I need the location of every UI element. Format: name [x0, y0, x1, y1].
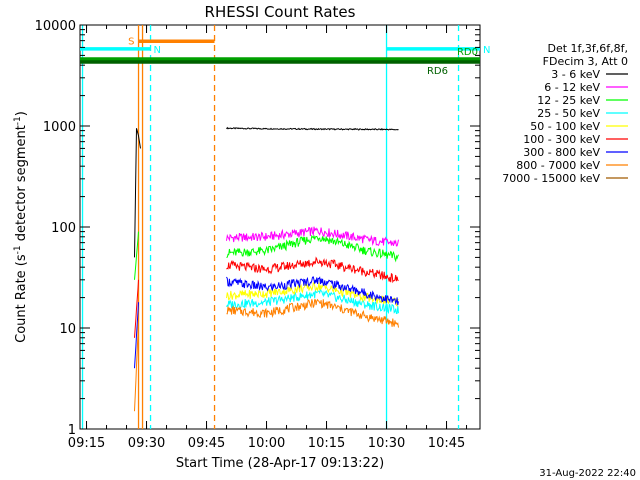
series-line — [134, 302, 139, 369]
chart-title: RHESSI Count Rates — [205, 3, 356, 21]
y-axis-label-part: detector segment — [14, 125, 29, 245]
x-axis-label: Start Time (28-Apr-17 09:13:22) — [176, 456, 384, 471]
y-tick-label: 1 — [68, 423, 76, 438]
x-tick-label: 10:00 — [248, 436, 285, 451]
legend-header: FDecim 3, Att 0 — [543, 55, 628, 68]
x-axis: 09:15 09:30 09:45 10:00 10:15 10:30 10:45 — [68, 25, 468, 451]
annotation-label: RD0 — [457, 47, 478, 58]
series-line — [226, 276, 399, 306]
attenuator-annotations: S N N RD0 RD6 — [80, 36, 490, 77]
y-axis-label-sup: -1 — [13, 245, 23, 254]
legend-entry-label: 300 - 800 keV — [523, 146, 600, 159]
annotation-label: RD6 — [427, 66, 448, 77]
series-line — [226, 288, 399, 315]
legend-entry-label: 3 - 6 keV — [551, 68, 600, 81]
y-axis: 1 10 100 1000 10000 — [35, 19, 480, 438]
series-line — [226, 234, 399, 263]
y-tick-label: 10 — [59, 322, 76, 337]
plot-frame — [79, 24, 481, 430]
x-tick-label: 10:15 — [308, 436, 345, 451]
legend-entry-label: 100 - 300 keV — [523, 133, 600, 146]
vertical-markers — [81, 25, 460, 429]
legend-entry-label: 800 - 7000 keV — [516, 159, 600, 172]
y-axis-label: Count Rate (s-1 detector segment-1) — [13, 111, 29, 343]
series-line — [226, 126, 399, 131]
series-group — [134, 126, 399, 412]
annotation-label: N — [483, 45, 490, 56]
series-line — [134, 279, 139, 338]
y-tick-label: 100 — [51, 221, 76, 236]
y-tick-label: 1000 — [43, 120, 76, 135]
annotation-label: N — [154, 45, 161, 56]
x-tick-label: 09:30 — [128, 436, 165, 451]
series-line — [134, 319, 139, 412]
x-tick-label: 09:45 — [188, 436, 225, 451]
legend-entry-label: 7000 - 15000 keV — [502, 172, 600, 185]
series-line — [134, 231, 139, 280]
y-axis-label-part: Count Rate (s — [14, 254, 29, 343]
y-axis-label-part: ) — [14, 111, 29, 116]
legend-entry-label: 6 - 12 keV — [544, 81, 600, 94]
annotation-label: S — [128, 36, 134, 47]
legend-header: Det 1f,3f,6f,8f, — [547, 42, 628, 55]
legend: Det 1f,3f,6f,8f,FDecim 3, Att 03 - 6 keV… — [502, 42, 628, 185]
legend-entry-label: 12 - 25 keV — [537, 94, 600, 107]
series-line — [226, 256, 399, 284]
x-tick-label: 10:30 — [368, 436, 405, 451]
series-line — [226, 298, 399, 328]
series-line — [226, 226, 399, 247]
legend-entry-label: 25 - 50 keV — [537, 107, 600, 120]
x-tick-label: 10:45 — [428, 436, 465, 451]
series-line — [134, 128, 141, 258]
legend-entry-label: 50 - 100 keV — [530, 120, 600, 133]
footer-timestamp: 31-Aug-2022 22:40 — [539, 468, 636, 479]
y-tick-label: 10000 — [35, 19, 76, 34]
y-axis-label-sup: -1 — [13, 116, 23, 125]
x-tick-label: 09:15 — [68, 436, 105, 451]
